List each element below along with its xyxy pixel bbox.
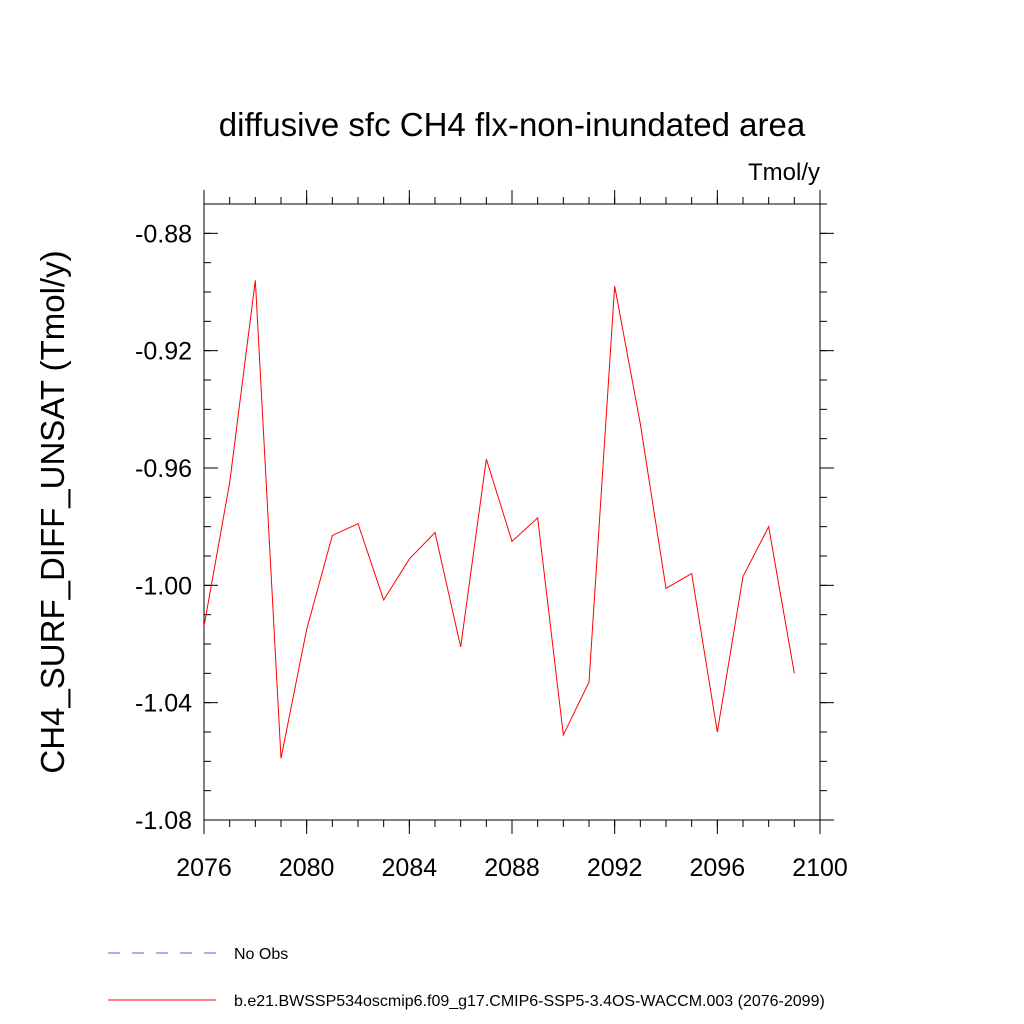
x-tick-label: 2080: [279, 854, 335, 882]
y-tick-label: -1.04: [135, 690, 192, 718]
y-tick-label: -0.96: [135, 455, 192, 483]
legend-label-no-obs: No Obs: [234, 946, 288, 963]
legend-label-model: b.e21.BWSSP534oscmip6.f09_g17.CMIP6-SSP5…: [234, 993, 825, 1010]
x-tick-label: 2092: [587, 854, 643, 882]
y-tick-label: -1.00: [135, 572, 192, 600]
y-tick-label: -0.92: [135, 338, 192, 366]
units-label: Tmol/y: [748, 159, 820, 186]
x-tick-label: 2096: [690, 854, 746, 882]
legend: No Obs b.e21.BWSSP534oscmip6.f09_g17.CMI…: [108, 946, 825, 1010]
chart-title: diffusive sfc CH4 flx-non-inundated area: [219, 106, 806, 143]
y-tick-label: -1.08: [135, 807, 192, 835]
x-tick-label: 2088: [484, 854, 540, 882]
x-tick-label: 2084: [382, 854, 438, 882]
plot-frame: [203, 203, 821, 821]
y-axis-title: CH4_SURF_DIFF_UNSAT (Tmol/y): [34, 250, 71, 773]
x-tick-label: 2076: [176, 854, 232, 882]
x-axis: 2076 2080 2084 2088 2092 2096 2100: [176, 190, 848, 882]
series-line-model: [203, 280, 795, 759]
y-axis: -1.08 -1.04 -1.00 -0.96 -0.92 -0.88: [135, 203, 834, 835]
series-layer: [203, 280, 795, 759]
x-tick-label: 2100: [792, 854, 848, 882]
y-tick-label: -0.88: [135, 220, 192, 248]
